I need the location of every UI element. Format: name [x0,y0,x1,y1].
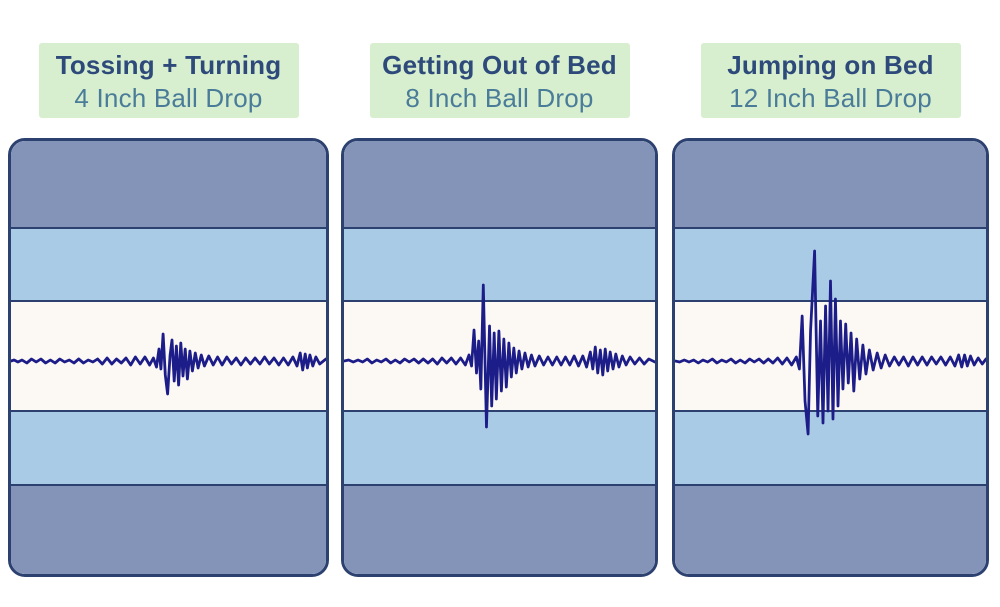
mattress-band-top-dark [344,141,655,227]
mattress-band-upper-light [11,227,326,300]
panel-jumping-on-bed: Jumping on Bed 12 Inch Ball Drop [672,0,989,607]
panel-header: Getting Out of Bed 8 Inch Ball Drop [369,43,630,118]
seismograph-panel [672,138,989,577]
panel-header: Tossing + Turning 4 Inch Ball Drop [38,43,299,118]
mattress-band-center-white [11,300,326,410]
mattress-band-upper-light [675,227,986,300]
mattress-band-lower-light [11,410,326,484]
panel-subtitle: 12 Inch Ball Drop [729,82,932,113]
panel-title: Getting Out of Bed [382,49,617,80]
mattress-band-bottom-dark [11,484,326,574]
panel-subtitle: 4 Inch Ball Drop [74,82,263,113]
mattress-band-bottom-dark [675,484,986,574]
mattress-band-lower-light [344,410,655,484]
panel-getting-out-of-bed: Getting Out of Bed 8 Inch Ball Drop [341,0,658,607]
mattress-band-upper-light [344,227,655,300]
seismograph-panel [341,138,658,577]
seismograph-panel [8,138,329,577]
panel-subtitle: 8 Inch Ball Drop [405,82,594,113]
mattress-band-bottom-dark [344,484,655,574]
mattress-band-center-white [344,300,655,410]
panel-title: Tossing + Turning [55,49,282,80]
panel-title: Jumping on Bed [727,49,934,80]
mattress-band-lower-light [675,410,986,484]
mattress-band-top-dark [11,141,326,227]
panel-header: Jumping on Bed 12 Inch Ball Drop [700,43,961,118]
mattress-band-top-dark [675,141,986,227]
panel-tossing-turning: Tossing + Turning 4 Inch Ball Drop [8,0,329,607]
mattress-band-center-white [675,300,986,410]
